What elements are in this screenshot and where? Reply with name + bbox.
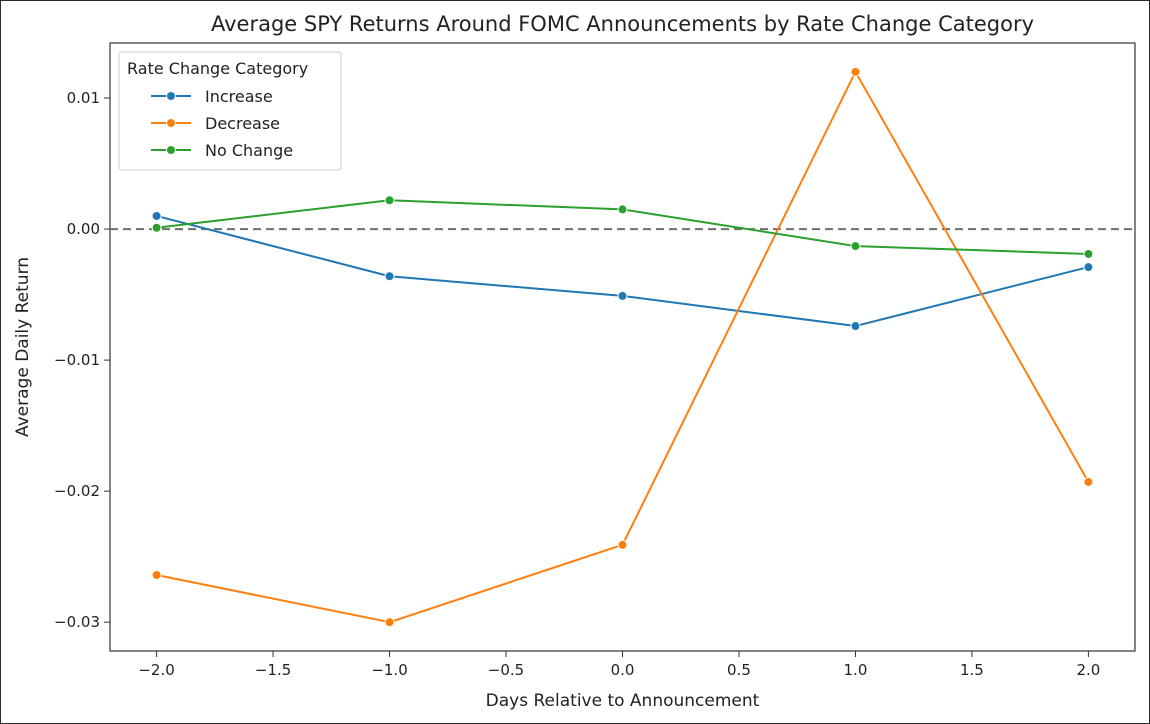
legend-label-increase: Increase xyxy=(205,87,273,106)
data-point-increase xyxy=(850,321,861,332)
data-point-no-change xyxy=(151,222,162,233)
x-tick-label: −0.5 xyxy=(488,661,524,679)
data-point-decrease xyxy=(384,617,395,628)
x-tick-label: 1.0 xyxy=(844,661,868,679)
x-tick-label: −2.0 xyxy=(138,661,174,679)
data-point-increase xyxy=(384,271,395,282)
data-point-decrease xyxy=(1083,476,1094,487)
data-point-decrease xyxy=(850,66,861,77)
y-tick-label: 0.00 xyxy=(67,220,100,238)
chart-title: Average SPY Returns Around FOMC Announce… xyxy=(211,12,1034,36)
legend: Rate Change Category Increase Decrease No … xyxy=(118,51,342,171)
x-tick-label: 0.0 xyxy=(611,661,635,679)
legend-marker-increase xyxy=(166,91,176,101)
x-tick-label: 0.5 xyxy=(727,661,751,679)
y-axis-label: Average Daily Return xyxy=(13,257,33,437)
legend-label-decrease: Decrease xyxy=(205,114,280,133)
y-tick-label: −0.02 xyxy=(54,482,100,500)
data-point-no-change xyxy=(1083,248,1094,259)
data-point-no-change xyxy=(850,241,861,252)
data-point-no-change xyxy=(384,195,395,206)
data-point-decrease xyxy=(151,570,162,580)
data-point-decrease xyxy=(617,539,628,550)
x-tick-label: 2.0 xyxy=(1076,661,1100,679)
legend-box xyxy=(118,51,342,171)
y-tick-label: −0.01 xyxy=(54,351,100,369)
x-axis-label: Days Relative to Announcement xyxy=(486,691,760,711)
data-point-increase xyxy=(617,290,628,301)
y-tick-label: −0.03 xyxy=(54,613,100,631)
data-point-increase xyxy=(151,210,162,221)
y-axis-ticks: 0.01 0.00 −0.01 −0.02 −0.03 xyxy=(54,89,110,631)
legend-label-no-change: No Change xyxy=(205,141,293,160)
legend-marker-decrease xyxy=(166,118,176,128)
series-lines xyxy=(151,66,1094,628)
x-tick-label: 1.5 xyxy=(960,661,984,679)
y-tick-label: 0.01 xyxy=(67,89,100,107)
series-line-increase xyxy=(156,214,1089,328)
legend-title: Rate Change Category xyxy=(127,59,308,78)
data-point-increase xyxy=(1083,262,1094,273)
x-tick-label: −1.5 xyxy=(255,661,291,679)
x-axis-ticks: −2.0 −1.5 −1.0 −0.5 0.0 0.5 1.0 1.5 2.0 xyxy=(138,651,1100,679)
data-point-no-change xyxy=(617,204,628,215)
legend-items: Increase Decrease No Change xyxy=(151,87,293,160)
legend-marker-no-change xyxy=(166,145,176,155)
x-tick-label: −1.0 xyxy=(371,661,407,679)
